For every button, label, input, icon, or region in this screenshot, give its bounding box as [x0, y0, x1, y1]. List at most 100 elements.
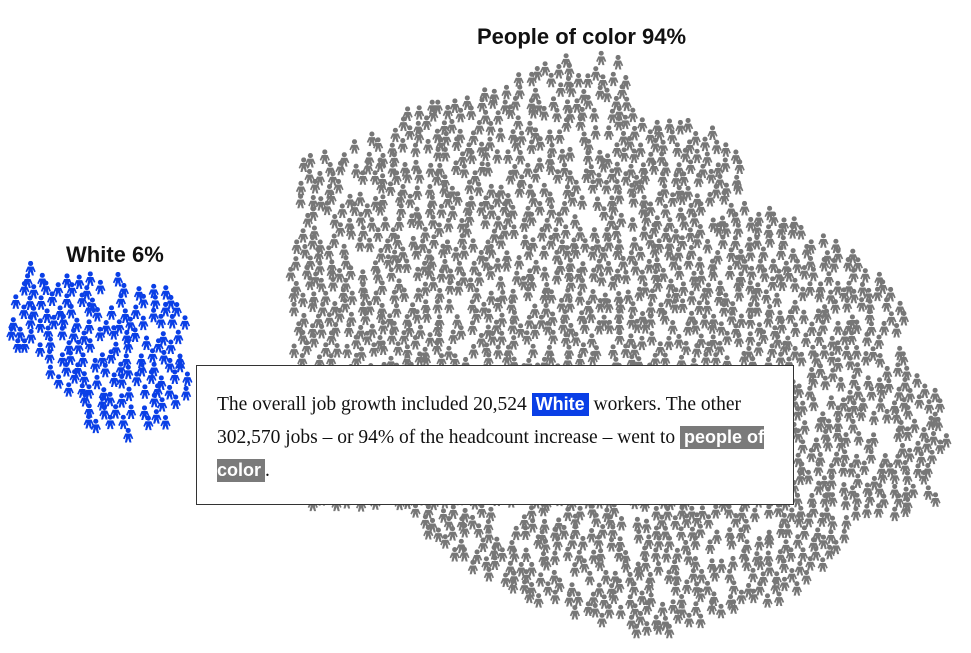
- people-of-color-person-icon: [690, 601, 702, 616]
- people-of-color-person-icon: [841, 515, 852, 530]
- people-of-color-person-icon: [630, 260, 641, 276]
- people-of-color-person-icon: [319, 149, 330, 164]
- people-of-color-person-icon: [804, 281, 816, 296]
- white-person-icon: [85, 271, 96, 286]
- people-of-color-person-icon: [559, 162, 570, 177]
- people-of-color-person-icon: [443, 345, 455, 361]
- people-of-color-person-icon: [726, 247, 737, 262]
- people-of-color-person-icon: [527, 518, 538, 533]
- people-of-color-person-icon: [838, 482, 850, 497]
- white-person-icon: [74, 274, 85, 290]
- people-of-color-person-icon: [596, 271, 607, 287]
- people-of-color-person-icon: [344, 217, 355, 233]
- people-of-color-person-icon: [653, 561, 664, 576]
- people-of-color-person-icon: [513, 72, 524, 87]
- people-of-color-person-icon: [840, 495, 851, 511]
- white-person-icon: [139, 384, 151, 399]
- white-person-icon: [130, 304, 141, 320]
- people-of-color-person-icon: [288, 301, 300, 317]
- people-of-color-person-icon: [569, 605, 581, 620]
- white-label: White 6%: [66, 242, 164, 267]
- people-of-color-person-icon: [667, 320, 678, 335]
- people-of-color-person-icon: [574, 291, 586, 306]
- people-of-color-person-icon: [754, 581, 765, 596]
- people-of-color-person-icon: [288, 343, 300, 359]
- people-of-color-person-icon: [695, 613, 706, 629]
- people-of-color-person-icon: [515, 150, 526, 165]
- people-of-color-person-icon: [860, 351, 872, 366]
- people-of-color-person-icon: [702, 300, 713, 315]
- people-of-color-person-icon: [817, 557, 828, 572]
- people-of-color-person-icon: [502, 149, 514, 164]
- people-of-color-person-icon: [889, 506, 900, 522]
- people-of-color-person-icon: [549, 569, 560, 585]
- people-of-color-person-icon: [541, 282, 552, 297]
- white-person-icon: [41, 308, 53, 323]
- people-of-color-person-icon: [412, 185, 423, 200]
- people-of-color-person-icon: [526, 139, 537, 155]
- people-of-color-person-icon: [637, 117, 648, 132]
- people-of-color-person-icon: [911, 373, 923, 388]
- people-of-color-person-icon: [367, 323, 378, 339]
- people-of-color-person-icon: [923, 485, 934, 500]
- white-person-icon: [125, 404, 137, 419]
- people-of-color-person-icon: [639, 226, 650, 241]
- people-of-color-person-icon: [401, 258, 412, 274]
- people-of-color-person-icon: [496, 312, 508, 328]
- people-of-color-person-icon: [466, 105, 477, 121]
- people-of-color-person-icon: [814, 287, 825, 303]
- people-of-color-person-icon: [808, 396, 819, 412]
- people-of-color-person-icon: [790, 322, 801, 337]
- people-of-color-person-icon: [497, 289, 508, 305]
- people-of-color-person-icon: [492, 149, 503, 164]
- people-of-color-person-icon: [650, 547, 661, 563]
- people-of-color-label: People of color 94%: [477, 24, 687, 49]
- people-of-color-person-icon: [752, 302, 763, 317]
- people-of-color-person-icon: [538, 245, 550, 260]
- people-of-color-person-icon: [699, 136, 711, 152]
- white-person-icon: [25, 260, 36, 276]
- people-of-color-person-icon: [657, 171, 668, 186]
- people-of-color-person-icon: [724, 527, 735, 542]
- white-person-icon: [100, 362, 111, 378]
- people-of-color-person-icon: [473, 181, 484, 197]
- people-of-color-person-icon: [761, 289, 772, 304]
- people-of-color-person-icon: [457, 151, 468, 166]
- people-of-color-person-icon: [449, 547, 460, 562]
- people-of-color-person-icon: [534, 201, 545, 216]
- people-of-color-person-icon: [540, 538, 551, 554]
- white-person-icon: [53, 282, 64, 297]
- people-of-color-person-icon: [349, 139, 360, 154]
- people-of-color-person-icon: [763, 504, 775, 519]
- people-of-color-person-icon: [576, 195, 588, 210]
- people-of-color-person-icon: [562, 184, 573, 199]
- note-text-part3: .: [265, 460, 270, 481]
- people-of-color-person-icon: [762, 593, 773, 608]
- people-of-color-person-icon: [801, 570, 812, 585]
- people-of-color-person-icon: [562, 546, 573, 562]
- people-of-color-person-icon: [427, 214, 439, 230]
- people-of-color-person-icon: [539, 61, 551, 76]
- people-of-color-person-icon: [612, 54, 624, 70]
- people-of-color-person-icon: [881, 297, 892, 312]
- people-of-color-person-icon: [390, 127, 401, 143]
- white-person-icon: [123, 427, 134, 443]
- people-of-color-person-icon: [577, 277, 588, 293]
- people-of-color-person-icon: [569, 214, 581, 229]
- people-of-color-person-icon: [596, 50, 607, 66]
- people-of-color-person-icon: [467, 320, 478, 335]
- people-of-color-person-icon: [578, 131, 590, 147]
- people-of-color-person-icon: [467, 559, 479, 575]
- people-of-color-person-icon: [832, 320, 844, 336]
- people-of-color-person-icon: [851, 345, 862, 360]
- white-person-icon: [123, 386, 135, 402]
- people-of-color-person-icon: [443, 217, 454, 233]
- people-of-color-person-icon: [397, 138, 408, 153]
- people-of-color-person-icon: [590, 66, 601, 81]
- people-of-color-person-icon: [329, 214, 340, 229]
- people-of-color-person-icon: [554, 129, 565, 144]
- people-of-color-person-icon: [928, 431, 939, 446]
- white-person-icon: [63, 382, 74, 397]
- people-of-color-person-icon: [549, 550, 561, 566]
- people-of-color-person-icon: [584, 570, 595, 586]
